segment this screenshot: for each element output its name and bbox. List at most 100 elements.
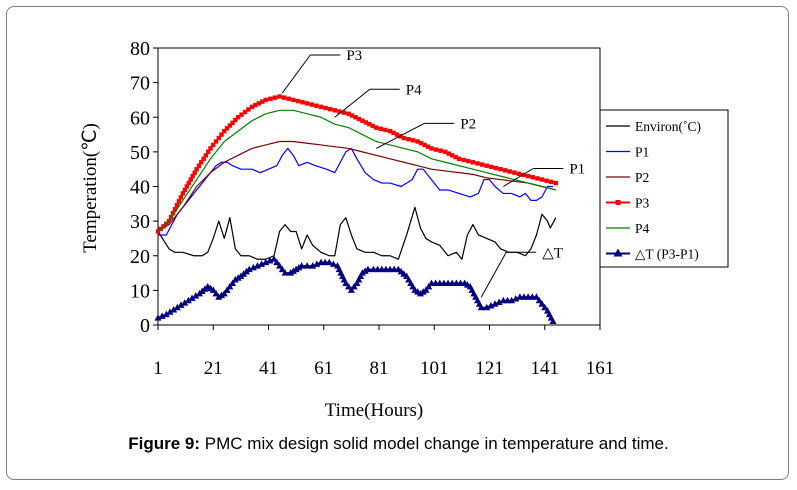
data-point-p3 — [521, 172, 526, 178]
data-point-p3 — [544, 178, 549, 183]
y-axis-label: Temperation(℃) — [80, 123, 101, 253]
data-point-p3 — [438, 148, 443, 153]
legend-marker — [613, 248, 623, 257]
data-point-p3 — [208, 146, 213, 151]
data-point-p3 — [484, 163, 489, 168]
data-point-p3 — [176, 199, 182, 204]
data-point-dt — [345, 282, 353, 290]
series-p3 — [155, 94, 558, 234]
data-point-p3 — [172, 207, 178, 212]
x-tick-label: 161 — [586, 358, 615, 379]
data-point-p3 — [256, 101, 262, 106]
data-point-p3 — [227, 123, 233, 128]
data-point-dt — [549, 317, 557, 325]
data-point-p3 — [182, 187, 188, 193]
data-point-p3 — [216, 135, 221, 141]
y-tick-label: 80 — [130, 38, 150, 60]
data-point-p3 — [190, 173, 195, 179]
data-point-p3 — [493, 165, 499, 171]
data-point-p3 — [383, 127, 388, 133]
data-point-p3 — [249, 104, 255, 110]
data-point-dt — [212, 289, 220, 297]
x-axis-ticks: 1 21 41 61 81 101 121 141 161 — [153, 325, 614, 379]
data-point-dt — [170, 305, 178, 313]
data-point-dt — [245, 265, 253, 273]
data-point-p3 — [422, 142, 427, 148]
series-group — [154, 94, 558, 325]
data-point-dt — [192, 292, 200, 299]
data-point-p3 — [186, 180, 191, 186]
data-point-p3 — [309, 102, 314, 107]
data-point-p3 — [205, 149, 211, 155]
data-point-p3 — [418, 141, 424, 146]
legend-label: P4 — [635, 221, 650, 236]
data-point-p3 — [367, 121, 372, 127]
data-point-p3 — [530, 175, 535, 180]
series-p4 — [157, 109, 556, 232]
data-point-p3 — [235, 115, 241, 120]
legend-label: △T (P3-P1) — [635, 247, 699, 262]
data-point-dt — [181, 299, 189, 306]
data-point-dt — [535, 296, 543, 304]
data-point-p3 — [300, 100, 305, 105]
data-point-p3 — [332, 108, 337, 113]
data-point-dt — [162, 310, 170, 318]
x-tick-label: 81 — [370, 358, 389, 379]
annotation-p1: P1 — [503, 162, 585, 187]
data-point-dt — [173, 303, 181, 311]
data-point-dt — [298, 262, 306, 269]
data-point-p3 — [453, 154, 458, 160]
data-point-dt — [425, 282, 433, 290]
data-point-p3 — [498, 166, 503, 172]
data-point-dt — [184, 296, 192, 304]
data-point-dt — [223, 286, 231, 293]
data-point-p3 — [378, 126, 384, 131]
data-point-p3 — [356, 116, 362, 122]
annotation-leader — [503, 168, 534, 187]
data-point-p3 — [199, 160, 204, 165]
data-point-p3 — [370, 123, 375, 129]
data-point-dt — [295, 263, 303, 271]
data-point-p3 — [230, 120, 235, 125]
data-point-p3 — [260, 99, 265, 104]
data-point-dt — [329, 260, 337, 267]
data-point-p3 — [512, 170, 517, 175]
data-point-dt — [253, 262, 261, 269]
legend-item-p3: P3 — [606, 196, 650, 211]
data-point-p3 — [456, 156, 462, 161]
data-point-dt — [234, 274, 242, 281]
data-point-p3 — [394, 132, 400, 137]
data-point-p3 — [489, 164, 494, 170]
annotation-leader — [334, 88, 371, 118]
data-point-dt — [361, 267, 369, 274]
series-line-dt — [157, 258, 554, 323]
data-point-dt — [313, 260, 321, 267]
series-dt — [154, 255, 557, 325]
annotation-label: P1 — [569, 162, 585, 178]
data-point-p3 — [224, 126, 230, 131]
series-line-p4 — [157, 109, 556, 232]
annotation-p4: P4 — [334, 82, 422, 118]
data-point-p3 — [446, 151, 451, 156]
data-point-p3 — [170, 211, 176, 216]
legend-box — [599, 109, 729, 268]
caption-label: Figure 9: — [128, 434, 201, 453]
annotation-leader — [480, 252, 507, 298]
data-point-dt — [273, 258, 281, 266]
data-point-dt — [287, 269, 295, 276]
data-point-dt — [541, 303, 549, 311]
series-line-p1 — [158, 147, 554, 236]
legend-item-p2: P2 — [606, 170, 649, 185]
data-point-p3 — [548, 179, 554, 185]
data-point-p3 — [219, 132, 224, 137]
data-point-dt — [220, 289, 228, 297]
data-point-dt — [209, 286, 217, 293]
data-point-p3 — [263, 97, 268, 103]
annotation-label: P3 — [346, 48, 362, 64]
data-point-p3 — [201, 156, 206, 161]
data-point-p3 — [360, 118, 365, 123]
data-point-p3 — [281, 95, 287, 100]
data-point-p3 — [466, 158, 471, 164]
annotations: P3 P4 P2 P1 △T — [281, 48, 585, 298]
